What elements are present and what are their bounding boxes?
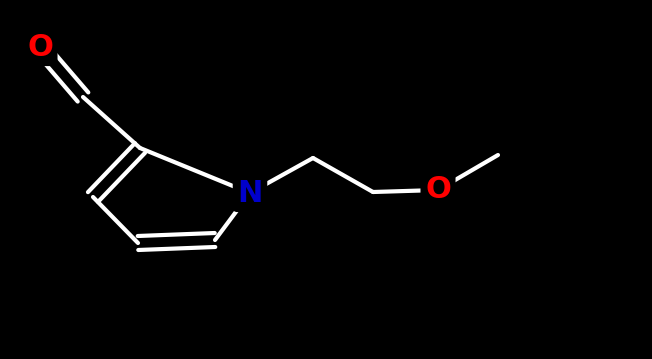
Text: O: O: [27, 33, 53, 61]
Text: N: N: [237, 178, 263, 208]
Text: O: O: [425, 176, 451, 205]
